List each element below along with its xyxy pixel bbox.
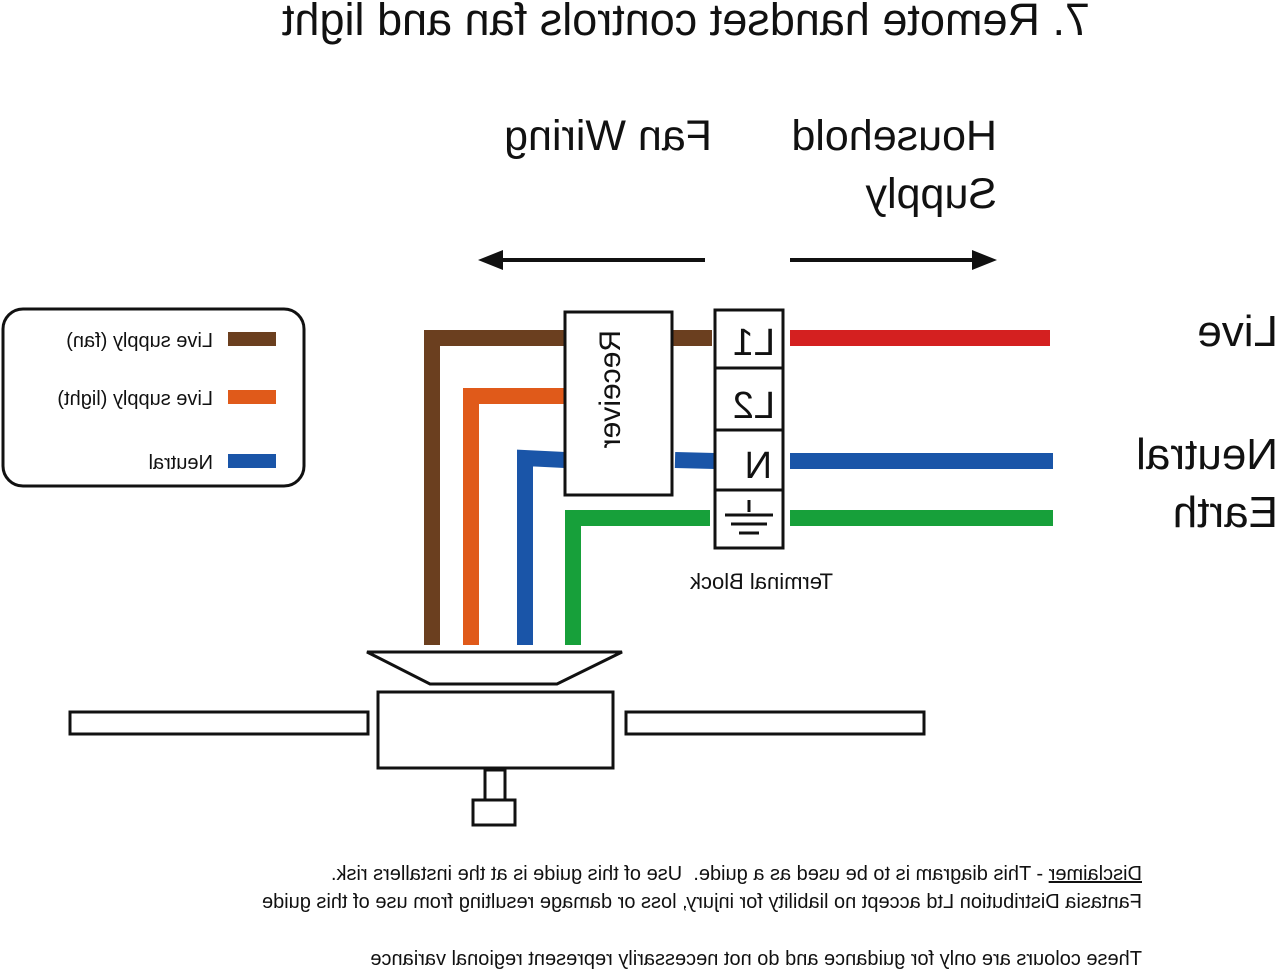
wire-light-live [463, 388, 565, 645]
disclaimer-heading: Disclaimer [1048, 863, 1142, 885]
disclaimer-line1: Disclaimer - This diagram is to be used … [331, 863, 1142, 885]
wire-neutral-link [674, 452, 716, 469]
earth-label: Earth [1173, 488, 1278, 537]
legend-swatch-neutral [228, 454, 276, 468]
terminal-l2: L2 [733, 385, 775, 427]
disclaimer: Disclaimer - This diagram is to be used … [262, 863, 1142, 970]
arrow-left-icon [478, 250, 705, 270]
legend-label-fan: Live supply (fan) [66, 330, 213, 352]
wire-earth-fan [565, 510, 710, 645]
legend-swatch-light [228, 390, 276, 404]
disclaimer-line3: These colours are only for guidance and … [370, 948, 1142, 970]
disclaimer-line2: Fantasia Distribution Ltd accept no liab… [262, 891, 1142, 913]
arrow-right-icon [790, 250, 997, 270]
receiver-label: Receiver [594, 330, 627, 448]
ceiling-fan-icon [68, 650, 926, 827]
terminal-block-label: Terminal Block [689, 569, 833, 594]
diagram-title: 7. Remote handset controls fan and light [282, 0, 1090, 45]
fan-wiring-heading: Fan Wiring [504, 112, 712, 160]
neutral-label: Neutral [1136, 430, 1278, 479]
legend-label-light: Live supply (light) [57, 388, 213, 410]
terminal-n: N [745, 445, 772, 487]
wire-neutral-fan [517, 449, 566, 645]
terminal-l1: L1 [733, 322, 775, 364]
earth-ground-icon [725, 500, 773, 535]
legend: Live supply (fan) Live supply (light) Ne… [1, 307, 306, 488]
receiver-box: Receiver [563, 310, 674, 497]
supply-heading: Supply [865, 170, 997, 218]
legend-swatch-fan [228, 332, 276, 346]
household-heading: Household [791, 112, 997, 160]
legend-label-neutral: Neutral [149, 452, 213, 474]
live-label: Live [1197, 307, 1278, 356]
terminal-block: L1 L2 N Terminal Block [689, 308, 833, 594]
